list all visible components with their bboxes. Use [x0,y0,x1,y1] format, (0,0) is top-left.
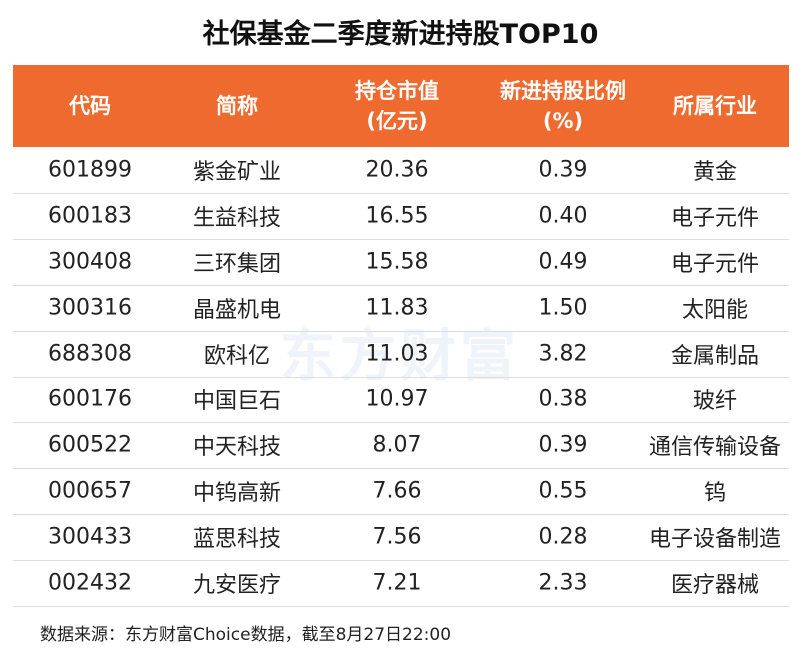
header-text: 所属行业 [673,94,757,118]
table-cell: 中国巨石 [192,389,282,415]
table-cell: 7.66 [372,478,422,504]
table-cell: 15.58 [365,249,429,275]
table-cell: 三环集团 [192,251,282,277]
table-cell: 0.39 [538,157,588,183]
table-cell: 玻纤 [692,389,738,415]
table-cell: 电子元件 [670,251,760,277]
header-cell: 新进持股比例 (%) [500,76,626,136]
header-text: 代码 [69,94,111,118]
table-cell: 0.55 [538,478,588,504]
table-cell: 2.33 [538,570,588,596]
table-cell: 0.40 [538,203,588,229]
table-cell: 金属制品 [670,343,760,369]
header-text: 持仓市值 [355,79,439,103]
table-cell: 300408 [48,249,132,275]
table-header: 代码 简称 持仓市值 (亿元) 新进持股比例 (%) 所属行业 [13,65,789,147]
row-divider [13,422,789,424]
table-cell: 002432 [48,570,132,596]
table-cell: 九安医疗 [192,573,282,599]
table-cell: 0.49 [538,249,588,275]
table-cell: 11.03 [365,341,429,367]
row-divider [13,514,789,516]
table-cell: 000657 [48,478,132,504]
table-cell: 600176 [48,386,132,412]
table-cell: 生益科技 [192,205,282,231]
table-cell: 8.07 [372,432,422,458]
table-cell: 医疗器械 [670,573,760,599]
row-divider [13,330,789,332]
table-cell: 300433 [48,524,132,550]
table-cell: 1.50 [538,295,588,321]
header-text: (亿元) [366,109,428,133]
table-cell: 电子元件 [670,205,760,231]
table-cell: 300316 [48,295,132,321]
row-divider [13,192,789,194]
table-cell: 紫金矿业 [192,159,282,185]
table-cell: 688308 [48,341,132,367]
table-cell: 600522 [48,432,132,458]
header-text: 新进持股比例 [500,79,626,103]
table-cell: 中天科技 [192,435,282,461]
row-divider [13,606,789,607]
table-cell: 16.55 [365,203,429,229]
table-cell: 11.83 [365,295,429,321]
table-cell: 7.21 [372,570,422,596]
row-divider [13,560,789,562]
header-cell: 所属行业 [673,91,757,121]
table-cell: 10.97 [365,386,429,412]
table-cell: 蓝思科技 [192,527,282,553]
row-divider [13,468,789,470]
watermark: 东方财富 [280,324,520,390]
header-text: (%) [542,109,584,133]
row-divider [13,284,789,286]
table-cell: 601899 [48,157,132,183]
table-cell: 太阳能 [681,297,749,323]
table-cell: 20.36 [365,157,429,183]
table-cell: 通信传输设备 [648,435,782,461]
header-text: 简称 [216,94,258,118]
table-cell: 3.82 [538,341,588,367]
table-cell: 600183 [48,203,132,229]
table-cell: 0.38 [538,386,588,412]
table-cell: 黄金 [692,159,738,185]
header-cell: 代码 [69,91,111,121]
table-cell: 欧科亿 [203,343,271,369]
title: 社保基金二季度新进持股TOP10 [202,19,599,50]
row-divider [13,238,789,240]
header-cell: 简称 [216,91,258,121]
table-cell: 0.39 [538,432,588,458]
table-cell: 0.28 [538,524,588,550]
table-cell: 钨 [703,481,727,507]
footer: 数据来源：东方财富Choice数据，截至8月27日22:00 [40,625,452,645]
table-cell: 晶盛机电 [192,297,282,323]
table-cell: 电子设备制造 [648,527,782,553]
header-cell: 持仓市值 (亿元) [355,76,439,136]
row-divider [13,376,789,378]
table-cell: 中钨高新 [192,481,282,507]
table-cell: 7.56 [372,524,422,550]
